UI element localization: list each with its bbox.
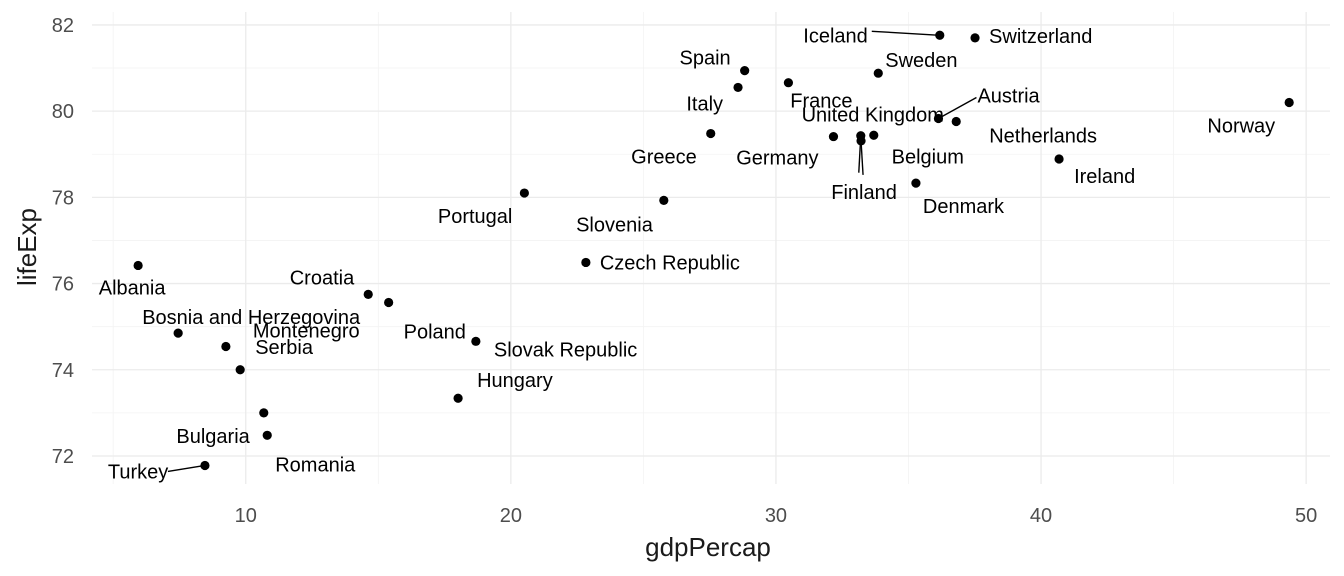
point-label: Ireland <box>1074 166 1135 188</box>
point-label: Turkey <box>108 461 168 483</box>
data-point <box>828 131 839 142</box>
label-leader-lines <box>167 30 977 473</box>
y-tick-label: 80 <box>52 101 74 123</box>
data-point <box>221 341 231 352</box>
point-label: Poland <box>404 322 466 344</box>
data-point <box>259 408 269 418</box>
data-point <box>235 365 245 375</box>
point-label: Sweden <box>885 50 957 72</box>
y-tick-label: 76 <box>52 274 74 296</box>
point-label: Czech Republic <box>600 252 740 274</box>
point-labels: Albania Bosnia and Herzegovina Turkey Monte… <box>99 25 1275 483</box>
data-point <box>659 195 669 205</box>
data-point <box>363 289 373 299</box>
point-label: Bosnia and Herzegovina <box>142 307 361 329</box>
data-point <box>384 297 394 308</box>
point-label: Austria <box>977 85 1040 107</box>
y-tick-label: 74 <box>52 360 74 382</box>
point-label: Spain <box>680 48 731 70</box>
point-label: Belgium <box>892 146 964 168</box>
data-point <box>873 68 883 78</box>
point-label: Albania <box>99 277 167 299</box>
point-label: Croatia <box>290 267 355 289</box>
point-label: Portugal <box>438 206 513 228</box>
y-axis-tick-labels: 72 74 76 78 80 82 <box>52 15 74 468</box>
point-label: United Kingdom <box>802 105 944 127</box>
data-point <box>133 260 143 271</box>
data-point <box>856 136 866 146</box>
point-label: Hungary <box>477 370 553 392</box>
point-label: Denmark <box>923 196 1005 218</box>
x-tick-label: 50 <box>1295 505 1317 527</box>
data-point <box>471 336 481 346</box>
x-tick-label: 20 <box>500 505 522 527</box>
point-label: Serbia <box>255 337 314 359</box>
data-point <box>1284 97 1294 108</box>
data-point <box>869 130 879 140</box>
data-point <box>453 393 463 403</box>
y-axis-title: lifeExp <box>12 208 42 286</box>
data-point <box>581 257 591 268</box>
label-leader-line <box>938 96 977 120</box>
data-point <box>911 178 921 188</box>
x-axis-title: gdpPercap <box>645 532 771 562</box>
point-label: Finland <box>831 182 897 204</box>
point-label: Switzerland <box>989 26 1092 48</box>
data-point <box>970 33 980 43</box>
data-point <box>783 78 794 88</box>
x-tick-label: 10 <box>235 505 257 527</box>
data-point <box>706 128 716 139</box>
point-label: Germany <box>736 148 818 170</box>
x-axis-tick-labels: 10 20 30 40 50 <box>235 505 1318 527</box>
point-label: Italy <box>686 93 723 115</box>
label-leader-line <box>871 30 940 36</box>
point-label: Norway <box>1207 116 1275 138</box>
label-leader-line <box>167 464 206 473</box>
data-point <box>951 116 961 127</box>
data-point <box>733 82 743 93</box>
data-point <box>933 113 944 124</box>
point-label: Bulgaria <box>176 426 250 448</box>
y-tick-label: 72 <box>52 446 74 468</box>
label-leader-line <box>860 140 864 175</box>
data-point <box>262 430 272 440</box>
point-label: Slovenia <box>576 214 654 236</box>
data-point <box>519 188 529 198</box>
data-points <box>133 30 1294 471</box>
point-label: Slovak Republic <box>494 339 637 361</box>
y-tick-label: 82 <box>52 15 74 37</box>
grid <box>92 12 1330 484</box>
point-label: Netherlands <box>989 125 1097 147</box>
data-point <box>740 66 750 76</box>
data-point <box>173 328 183 338</box>
x-tick-label: 30 <box>765 505 787 527</box>
x-tick-label: 40 <box>1030 505 1052 527</box>
data-point <box>935 30 945 40</box>
point-label: Romania <box>275 454 356 476</box>
point-label: France <box>790 91 852 113</box>
data-point <box>1054 154 1064 164</box>
point-label: Greece <box>631 147 697 169</box>
data-point <box>200 460 210 471</box>
point-label: Montenegro <box>253 320 360 342</box>
point-label: Iceland <box>803 25 868 47</box>
y-tick-label: 78 <box>52 187 74 209</box>
